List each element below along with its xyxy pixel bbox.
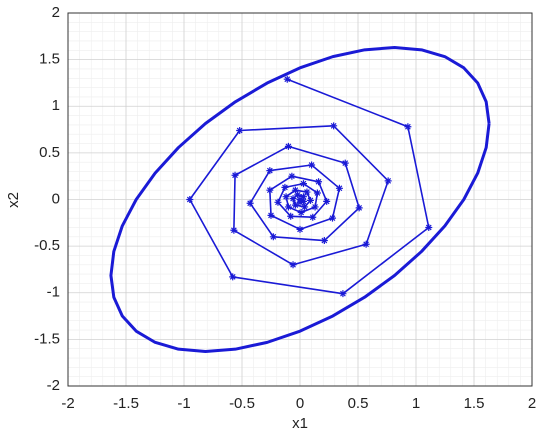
marker [311,203,319,211]
marker [287,212,295,220]
series-line [109,46,491,353]
marker [230,226,238,234]
y-tick-label: 2 [52,4,60,21]
marker [309,213,317,221]
marker [283,75,291,83]
marker [281,183,289,191]
marker [267,211,275,219]
marker [308,161,316,169]
x-tick-label: 0 [296,395,304,412]
marker [313,189,321,197]
y-tick-label: -1.5 [34,330,60,347]
y-tick-label: -0.5 [34,237,60,254]
marker [291,201,299,209]
y-tick-label: -1 [47,284,60,301]
marker [341,159,349,167]
x-tick-label: -0.5 [229,395,255,412]
x-axis-label: x1 [292,415,308,432]
plot-frame [67,12,533,387]
marker [339,290,347,298]
marker [301,203,309,211]
x-tick-label: -2 [61,395,74,412]
marker [323,197,331,205]
marker [330,122,338,130]
marker [288,172,296,180]
marker [229,273,237,281]
marker [306,196,314,204]
marker [274,198,282,206]
marker [282,193,290,201]
marker [404,123,412,131]
marker [384,177,392,185]
marker [362,240,370,248]
y-axis-label: x2 [5,192,22,208]
marker [284,203,292,211]
marker [269,233,277,241]
marker [266,186,274,194]
marker [246,199,254,207]
y-tick-label: -2 [47,377,60,394]
marker [328,214,336,222]
y-tick-label: 1 [52,97,60,114]
marker [296,225,304,233]
marker [284,142,292,150]
marker [425,223,433,231]
marker [289,261,297,269]
y-tick-label: 0 [52,190,60,207]
y-tick-label: 1.5 [39,51,60,68]
marker [315,178,323,186]
marker [236,126,244,134]
y-tick-label: 0.5 [39,144,60,161]
marker [303,188,311,196]
marker [335,184,343,192]
marker [297,209,305,217]
marker [289,195,297,203]
marker [291,186,299,194]
x-tick-label: -1 [177,395,190,412]
marker [231,171,239,179]
marker [294,191,302,199]
marker [355,204,363,212]
marker [320,237,328,245]
marker [299,193,307,201]
marker [299,197,307,205]
x-tick-label: 1 [412,395,420,412]
marker [266,167,274,175]
marker [299,180,307,188]
x-tick-label: -1.5 [113,395,139,412]
marker [296,196,304,203]
x-tick-label: 1.5 [464,395,485,412]
x-tick-label: 0.5 [348,395,369,412]
x-tick-label: 2 [528,395,536,412]
marker [186,196,194,203]
